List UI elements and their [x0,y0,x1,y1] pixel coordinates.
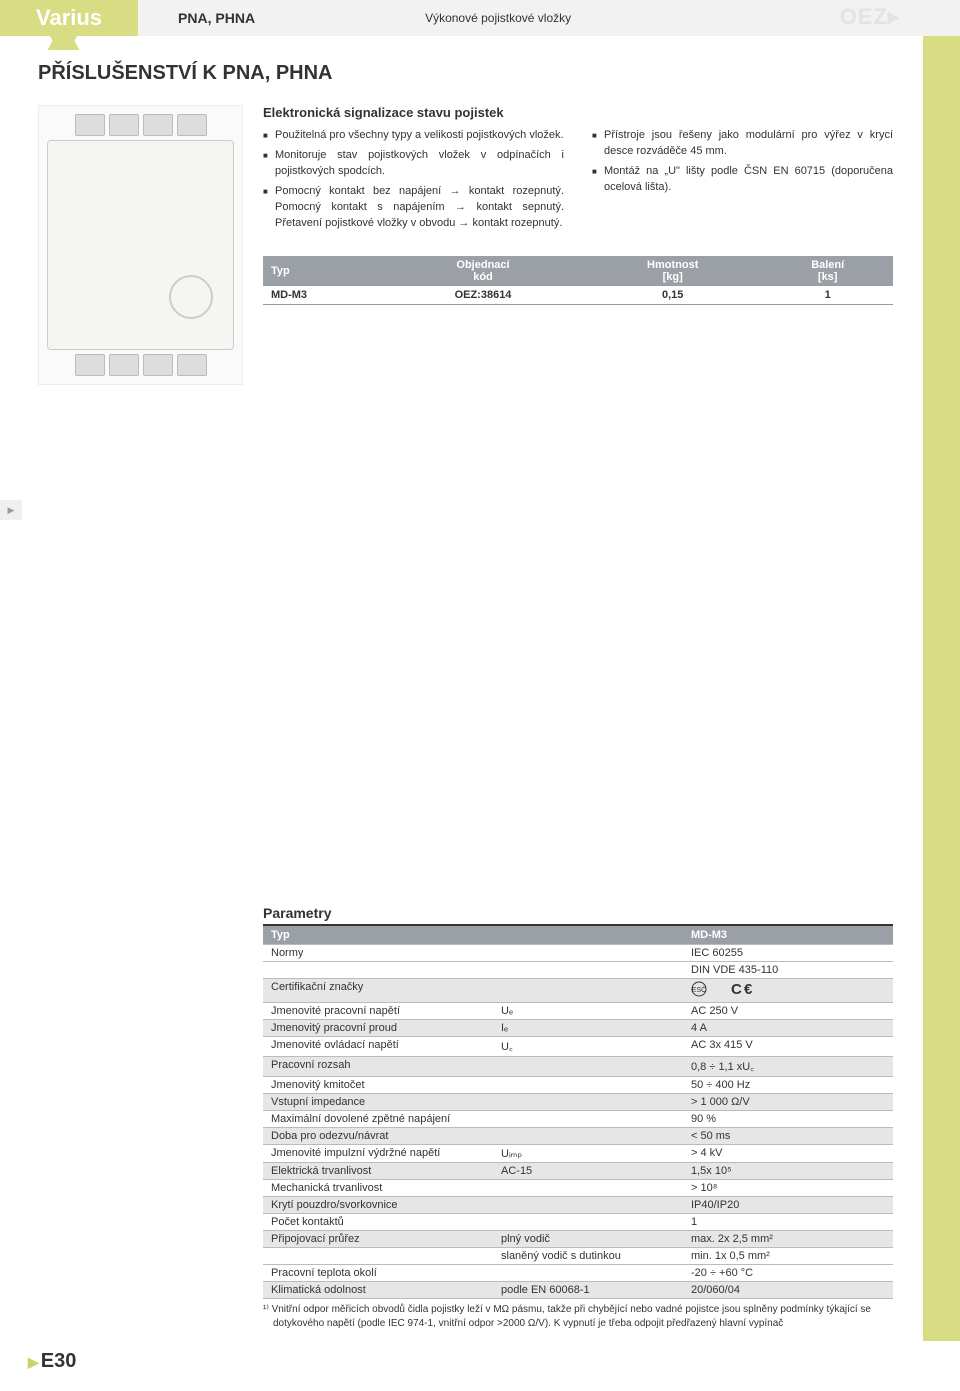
bullet-item: Pomocný kontakt bez napájení → kontakt r… [263,184,564,232]
footnote: ¹⁾ Vnitřní odpor měřicích obvodů čidla p… [263,1303,893,1331]
params-row: Doba pro odezvu/návrat< 50 ms [263,1128,893,1145]
side-green-bar [923,0,960,1341]
params-row: Jmenovitý pracovní proudIₑ4 A [263,1020,893,1037]
params-row: Krytí pouzdro/svorkovniceIP40/IP20 [263,1197,893,1214]
svg-text:€: € [744,981,753,997]
params-row: Jmenovité ovládací napětíU꜀AC 3x 415 V [263,1037,893,1057]
bullets-right: Přístroje jsou řešeny jako modulární pro… [592,128,893,236]
params-row: Elektrická trvanlivostAC-151,5x 10⁵ [263,1163,893,1180]
section-title: PŘÍSLUŠENSTVÍ K PNA, PHNA [38,62,875,85]
params-row: Jmenovité impulzní výdržné napětíUᵢₘₚ> 4… [263,1145,893,1163]
params-head-type: Typ [263,926,493,945]
order-th-pack: Balení[ks] [762,256,893,286]
params-table: Typ MD-M3 NormyIEC 60255DIN VDE 435-110C… [263,926,893,1299]
product-image [38,105,243,385]
info-heading: Elektronická signalizace stavu pojistek [263,105,893,120]
order-td-weight: 0,15 [583,286,762,305]
bullet-item: Monitoruje stav pojistkových vložek v od… [263,148,564,180]
bullet-item: Použitelná pro všechny typy a velikosti … [263,128,564,144]
order-td-pack: 1 [762,286,893,305]
params-head-model: MD-M3 [683,926,893,945]
order-table: Typ Objednacíkód Hmotnost[kg] Balení[ks]… [263,256,893,305]
bullet-item: Přístroje jsou řešeny jako modulární pro… [592,128,893,160]
params-row: Mechanická trvanlivost> 10⁸ [263,1180,893,1197]
params-row: Připojovací průřezplný vodičmax. 2x 2,5 … [263,1231,893,1248]
params-row: NormyIEC 60255 [263,945,893,962]
params-title: Parametry [263,905,893,926]
header-code: PNA, PHNA [178,10,255,26]
order-td-type: MD-M3 [263,286,383,305]
params-row: Pracovní rozsah0,8 ÷ 1,1 xU꜀ [263,1057,893,1077]
order-th-type: Typ [263,256,383,286]
order-th-weight: Hmotnost[kg] [583,256,762,286]
params-row: Maximální dovolené zpětné napájení90 % [263,1111,893,1128]
bullets-left: Použitelná pro všechny typy a velikosti … [263,128,564,236]
svg-text:C: C [731,981,742,997]
bullet-item: Montáž na „U" lišty podle ČSN EN 60715 (… [592,164,893,196]
triangle-icon: ▶ [28,1354,39,1370]
order-th-code: Objednacíkód [383,256,583,286]
brand-tab: Varius [0,0,138,36]
brand-logo: OEZ▸ [840,4,900,30]
params-row: Klimatická odolnostpodle EN 60068-120/06… [263,1282,893,1299]
params-row: Počet kontaktů1 [263,1214,893,1231]
page-header: Varius PNA, PHNA Výkonové pojistkové vlo… [0,0,960,36]
header-desc: Výkonové pojistkové vložky [425,11,571,25]
page-number: ▶E30 [28,1350,76,1373]
params-row: Vstupní impedance> 1 000 Ω/V [263,1094,893,1111]
order-td-code: OEZ:38614 [383,286,583,305]
params-row: Jmenovité pracovní napětíUₑAC 250 V [263,1003,893,1020]
svg-text:ESČ: ESČ [692,985,706,994]
left-tab-marker: ▶ [0,500,22,520]
params-row: Pracovní teplota okolí-20 ÷ +60 °C [263,1265,893,1282]
params-row: slaněný vodič s dutinkoumin. 1x 0,5 mm² [263,1248,893,1265]
params-row: Jmenovitý kmitočet50 ÷ 400 Hz [263,1077,893,1094]
params-row: DIN VDE 435-110 [263,962,893,979]
params-row: Certifikační značky ESČ C € [263,979,893,1003]
